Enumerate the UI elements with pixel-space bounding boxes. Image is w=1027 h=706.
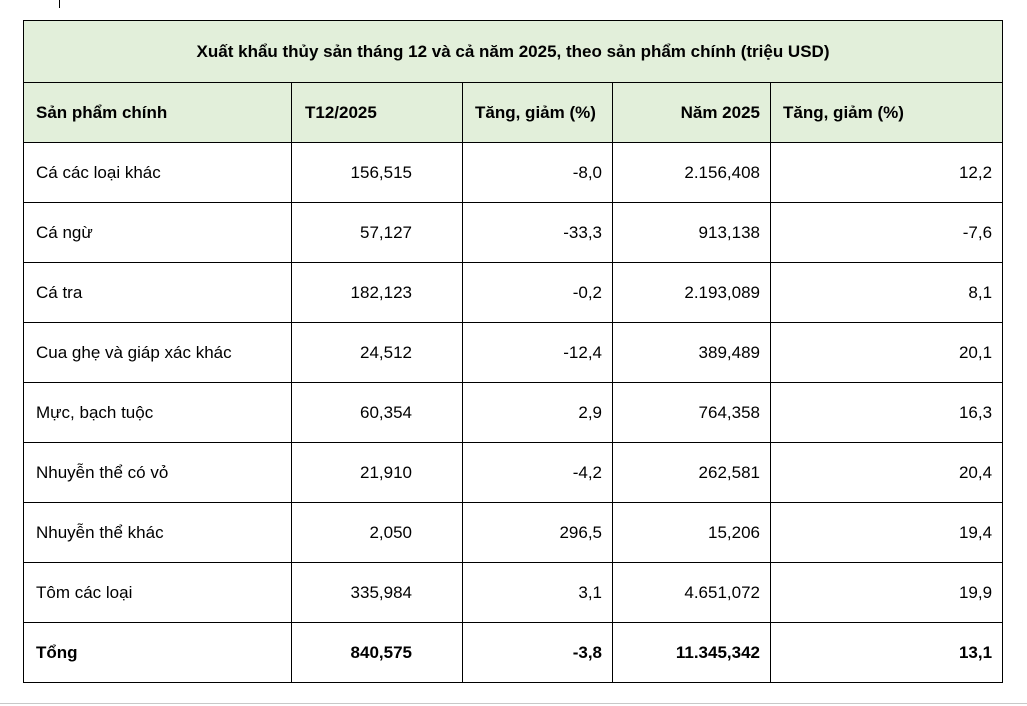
data-row: Cá tra 182,123 -0,2 2.193,089 8,1: [23, 262, 1004, 323]
data-row: Nhuyễn thể khác 2,050 296,5 15,206 19,4: [23, 502, 1004, 563]
bottom-rule: [0, 703, 1027, 704]
cell: -0,2: [462, 262, 613, 323]
cell: 19,9: [769, 562, 1004, 623]
row-label: Nhuyễn thể khác: [23, 502, 292, 563]
row-label: Cua ghẹ và giáp xác khác: [23, 322, 292, 383]
row-label: Sản phẩm chính: [23, 82, 292, 143]
row-label: Cá ngừ: [23, 202, 292, 263]
cell: 2,050: [291, 502, 463, 563]
cursor-mark: [59, 0, 60, 8]
cell: 11.345,342: [612, 622, 771, 683]
cell: 296,5: [462, 502, 613, 563]
data-row: Tôm các loại 335,984 3,1 4.651,072 19,9: [23, 562, 1004, 623]
cell: 389,489: [612, 322, 771, 383]
data-row: Cá các loại khác 156,515 -8,0 2.156,408 12,2: [23, 142, 1004, 203]
cell: 60,354: [291, 382, 463, 443]
cell: 840,575: [291, 622, 463, 683]
row-label: Cá các loại khác: [23, 142, 292, 203]
data-row: Mực, bạch tuộc 60,354 2,9 764,358 16,3: [23, 382, 1004, 443]
cell: 21,910: [291, 442, 463, 503]
cell: 913,138: [612, 202, 771, 263]
cell: 4.651,072: [612, 562, 771, 623]
cell: 2.193,089: [612, 262, 771, 323]
cell: 24,512: [291, 322, 463, 383]
cell: 182,123: [291, 262, 463, 323]
data-row: Cua ghẹ và giáp xác khác 24,512 -12,4 389,4…: [23, 322, 1004, 383]
cell: -12,4: [462, 322, 613, 383]
cell: 20,4: [769, 442, 1004, 503]
row-label: Cá tra: [23, 262, 292, 323]
row-label: Tôm các loại: [23, 562, 292, 623]
cell: 8,1: [769, 262, 1004, 323]
cell: -3,8: [462, 622, 613, 683]
data-row: Tổng 840,575 -3,8 11.345,342 13,1: [23, 622, 1004, 683]
title-row: Xuất khẩu thủy sản tháng 12 và cả năm 20…: [22, 20, 1004, 83]
cell: -7,6: [769, 202, 1004, 263]
cell: 12,2: [769, 142, 1004, 203]
cell: Tăng, giảm (%): [769, 82, 1004, 143]
export-table: Xuất khẩu thủy sản tháng 12 và cả năm 20…: [22, 20, 1004, 683]
cell: 764,358: [612, 382, 771, 443]
row-label: Nhuyễn thể có vỏ: [23, 442, 292, 503]
cell: 57,127: [291, 202, 463, 263]
header-row: Sản phẩm chính T12/2025 Tăng, giảm (%) Năm …: [23, 82, 1004, 143]
cell: 2,9: [462, 382, 613, 443]
cell: Năm 2025: [612, 82, 771, 143]
data-row: Cá ngừ 57,127 -33,3 913,138 -7,6: [23, 202, 1004, 263]
cell: -4,2: [462, 442, 613, 503]
cell: 16,3: [769, 382, 1004, 443]
cell: 335,984: [291, 562, 463, 623]
cell: 156,515: [291, 142, 463, 203]
data-row: Nhuyễn thể có vỏ 21,910 -4,2 262,581 20,4: [23, 442, 1004, 503]
row-label: Mực, bạch tuộc: [23, 382, 292, 443]
cell: -33,3: [462, 202, 613, 263]
table-body: Xuất khẩu thủy sản tháng 12 và cả năm 20…: [22, 20, 1004, 683]
cell: 2.156,408: [612, 142, 771, 203]
cell: 15,206: [612, 502, 771, 563]
cell: 13,1: [769, 622, 1004, 683]
row-label: Tổng: [23, 622, 292, 683]
cell: 3,1: [462, 562, 613, 623]
cell: T12/2025: [291, 82, 463, 143]
cell: -8,0: [462, 142, 613, 203]
cell: 19,4: [769, 502, 1004, 563]
cell: 262,581: [612, 442, 771, 503]
table-title: Xuất khẩu thủy sản tháng 12 và cả năm 20…: [22, 20, 1004, 83]
cell: Tăng, giảm (%): [462, 82, 613, 143]
cell: 20,1: [769, 322, 1004, 383]
